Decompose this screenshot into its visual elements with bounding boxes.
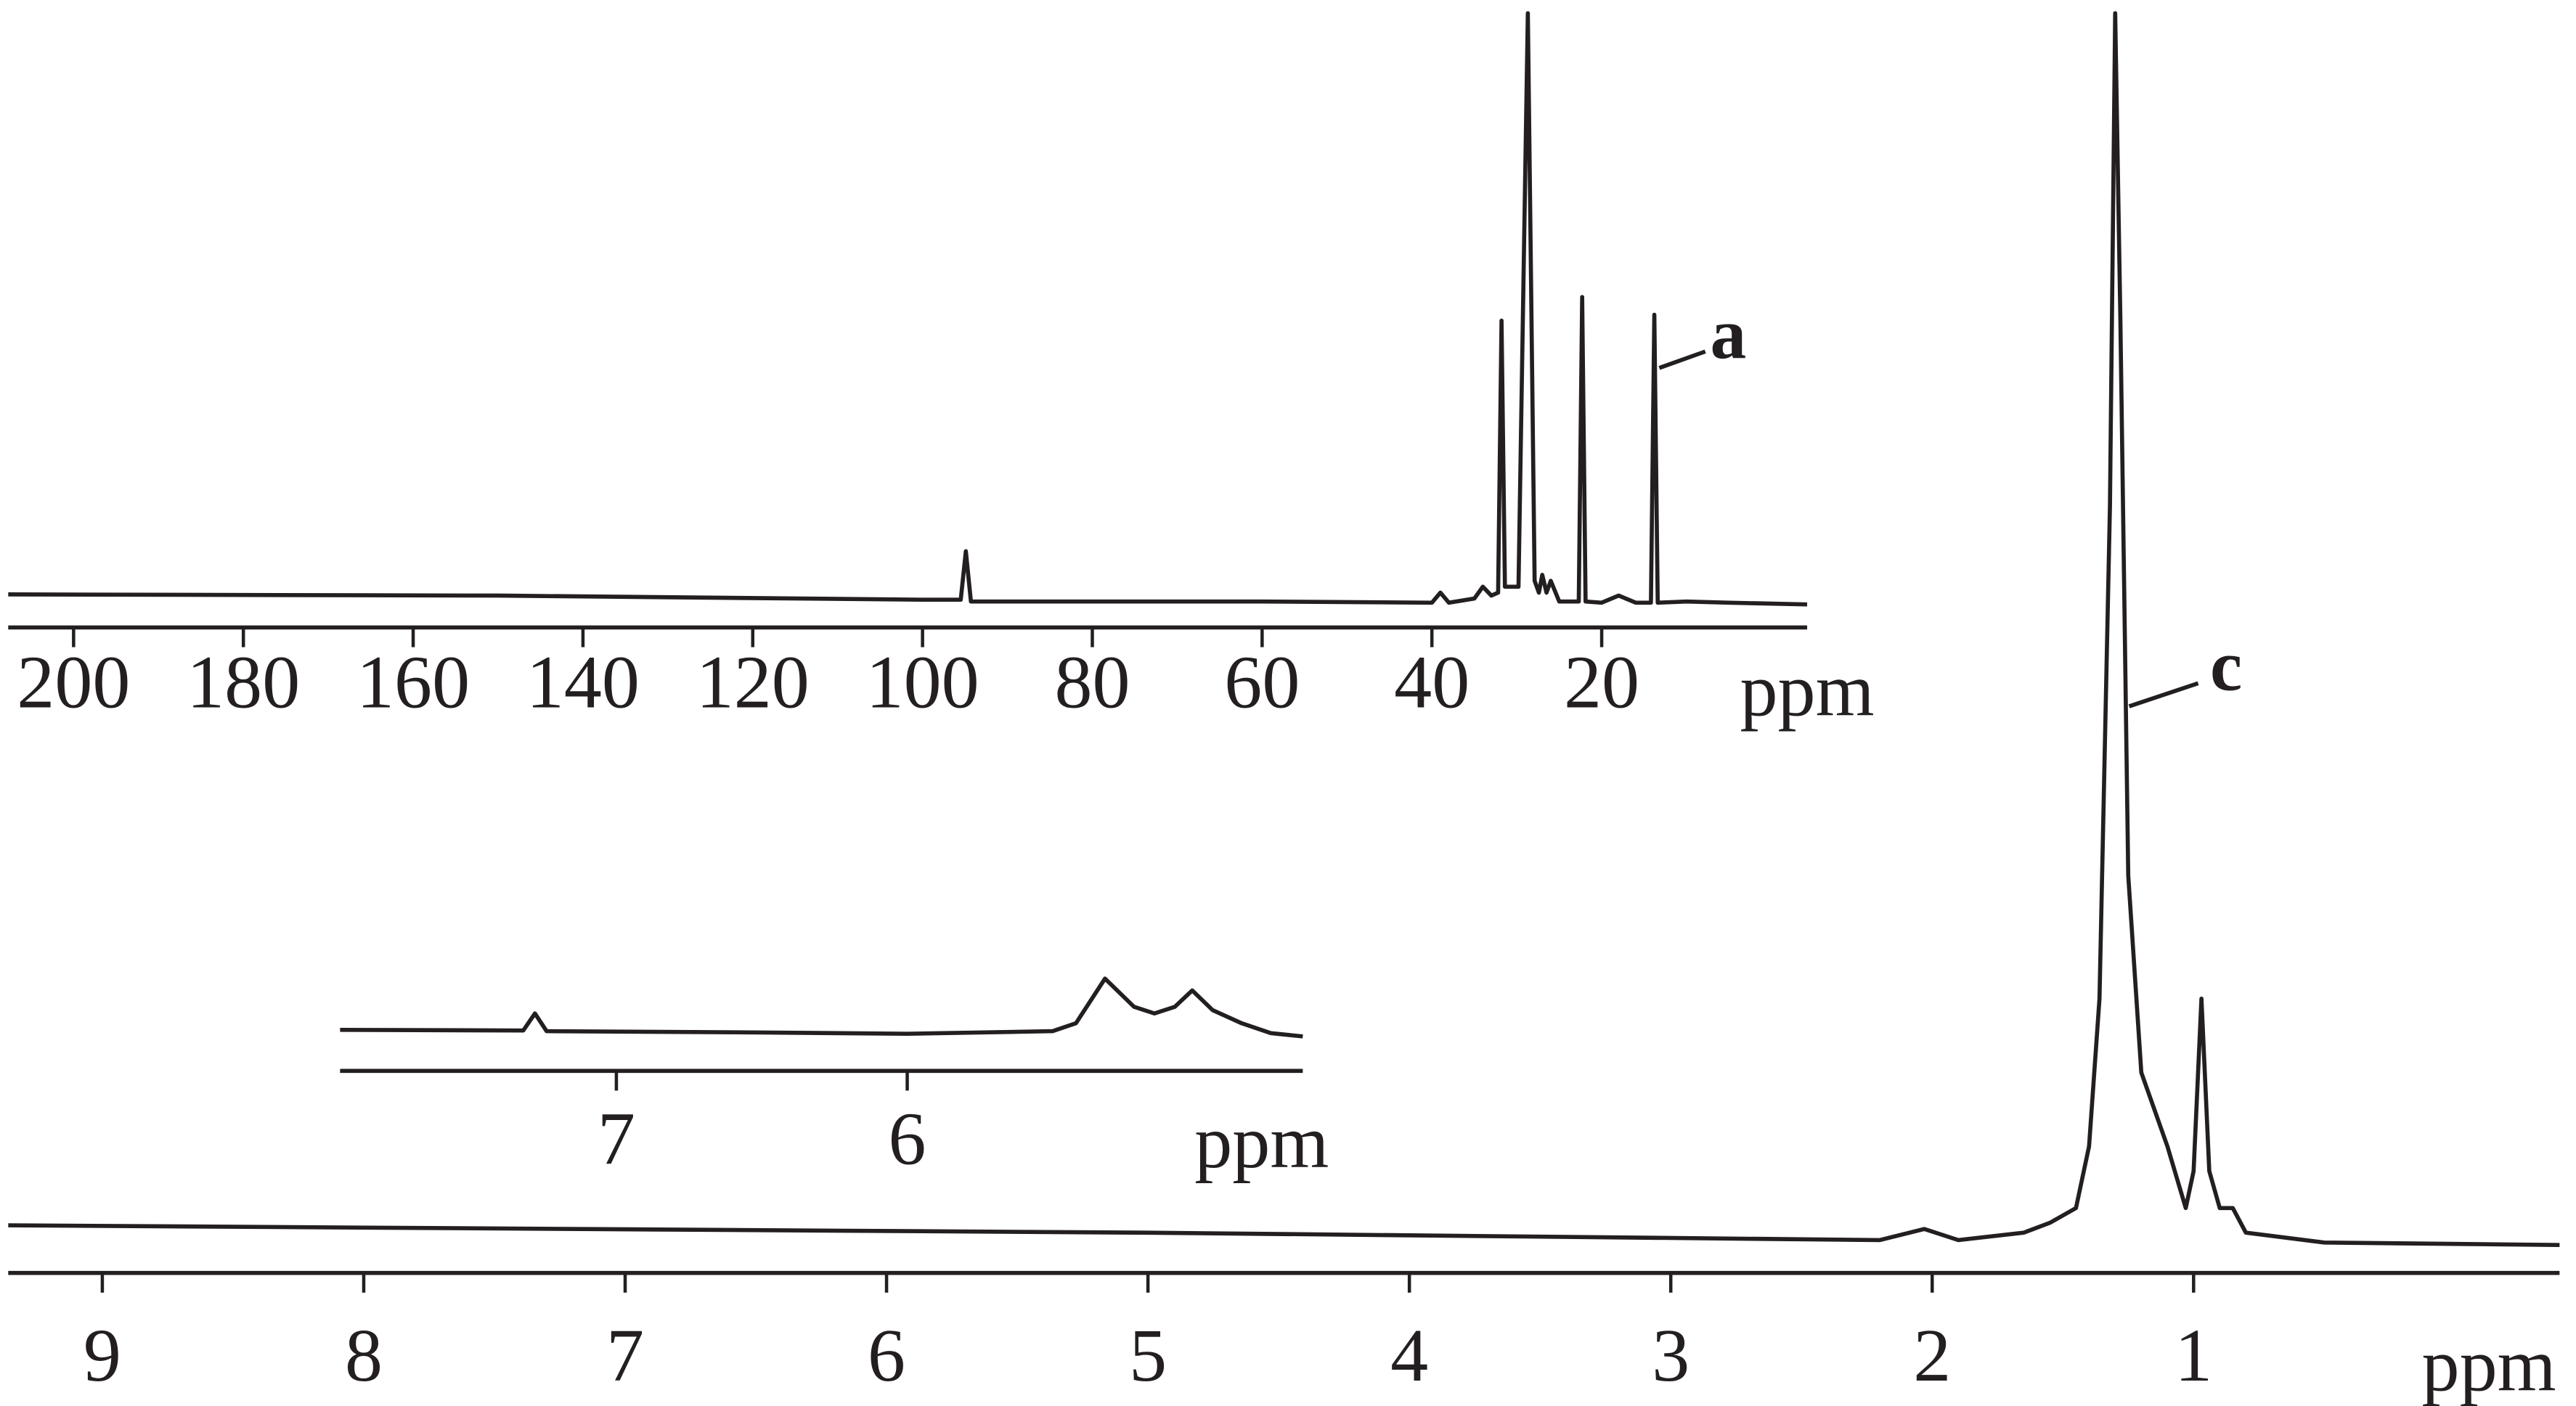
- x-tick-label: 5: [1129, 1313, 1167, 1397]
- x-tick-label: 160: [356, 639, 470, 724]
- x-tick-label: 8: [345, 1313, 383, 1397]
- x-tick-label: 6: [889, 1096, 926, 1180]
- annotation-leader: [2128, 681, 2199, 708]
- x-tick-label: 60: [1224, 639, 1300, 724]
- spectrum-line: [8, 11, 1808, 607]
- x-tick-label: 20: [1564, 639, 1639, 724]
- annotation: c: [2210, 626, 2242, 706]
- x-tick-label: 100: [866, 639, 979, 724]
- x-tick-label: 200: [17, 639, 130, 724]
- x-tick-label: 4: [1390, 1313, 1428, 1397]
- spectrum-line: [8, 11, 2560, 1248]
- x-tick-label: 3: [1652, 1313, 1690, 1397]
- x-axis-label: ppm: [1740, 648, 1875, 732]
- annotation: a: [1711, 294, 1747, 375]
- x-tick-label: 7: [598, 1096, 635, 1180]
- x-tick-label: 40: [1394, 639, 1470, 724]
- x-tick-label: 80: [1054, 639, 1130, 724]
- x-tick-label: 9: [83, 1313, 121, 1397]
- spectrum-line: [340, 976, 1303, 1039]
- x-axis-label: ppm: [2422, 1323, 2556, 1406]
- annotation-leader: [1658, 349, 1706, 370]
- x-tick-label: 7: [606, 1313, 644, 1397]
- x-tick-label: 2: [1913, 1313, 1951, 1397]
- x-tick-label: 180: [187, 639, 300, 724]
- x-tick-label: 6: [868, 1313, 905, 1397]
- x-tick-label: 120: [696, 639, 810, 724]
- x-axis-label: ppm: [1194, 1100, 1329, 1184]
- x-tick-label: 140: [526, 639, 640, 724]
- x-tick-label: 1: [2174, 1313, 2212, 1397]
